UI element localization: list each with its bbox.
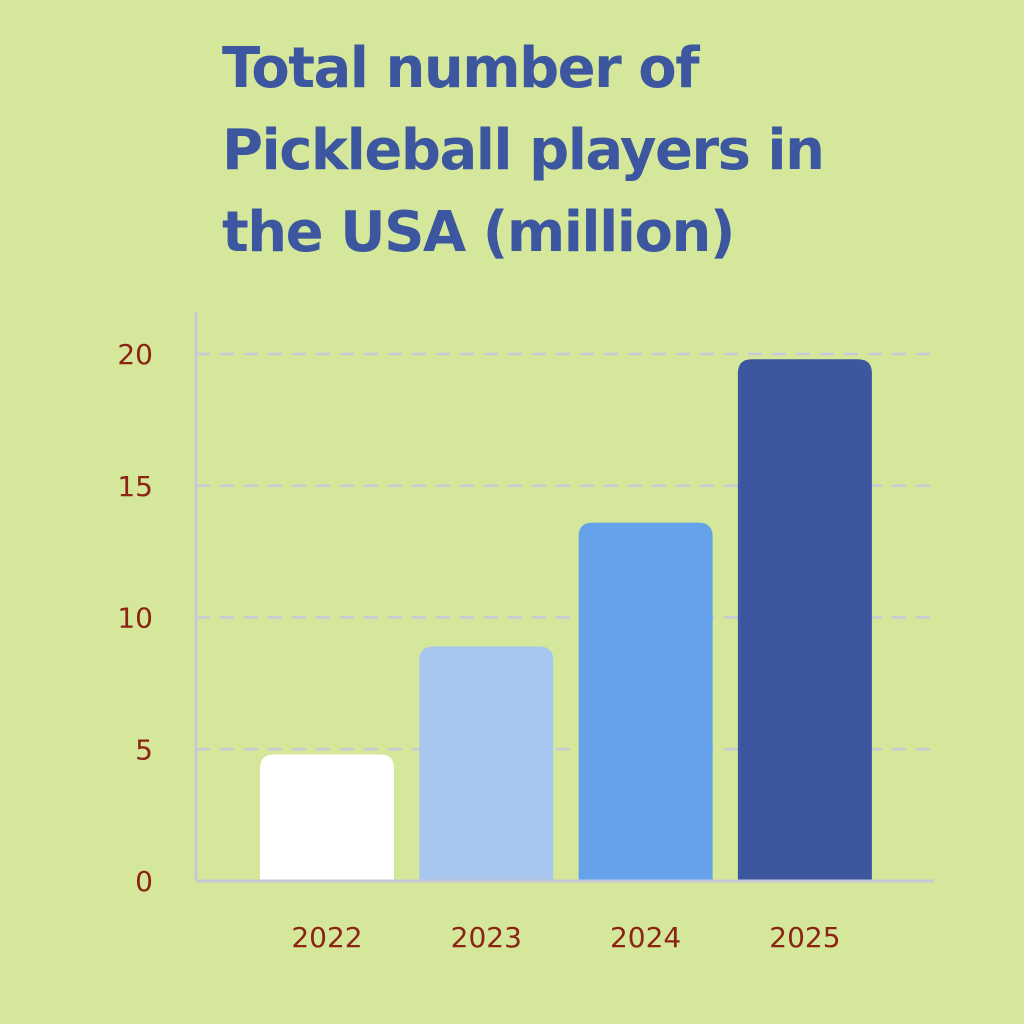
- chart-title-line-2: Pickleball players in: [222, 118, 825, 183]
- bar-layer: [260, 359, 872, 881]
- axis-layer: [194, 312, 934, 883]
- bar-2023: [419, 646, 554, 881]
- x-tick-label: 2023: [451, 921, 522, 954]
- label-layer: 0 5 10 15 20 2022 2023 2024 2025: [117, 338, 840, 954]
- y-tick-label: 20: [117, 338, 153, 371]
- bar-2025: [737, 359, 872, 881]
- y-tick-label: 5: [135, 733, 153, 766]
- chart-title-line-1: Total number of: [222, 36, 700, 101]
- chart-title: Total number of Pickleball players in th…: [222, 28, 962, 274]
- y-tick-label: 10: [117, 602, 153, 635]
- x-tick-label: 2024: [610, 921, 681, 954]
- y-tick-label: 0: [135, 865, 153, 898]
- y-tick-label: 15: [117, 470, 153, 503]
- bar-2022: [260, 754, 394, 881]
- chart-title-line-3: the USA (million): [222, 200, 735, 265]
- x-tick-label: 2022: [291, 921, 362, 954]
- x-tick-label: 2025: [769, 921, 840, 954]
- grid-layer: [196, 352, 934, 751]
- bar-2024: [578, 522, 713, 881]
